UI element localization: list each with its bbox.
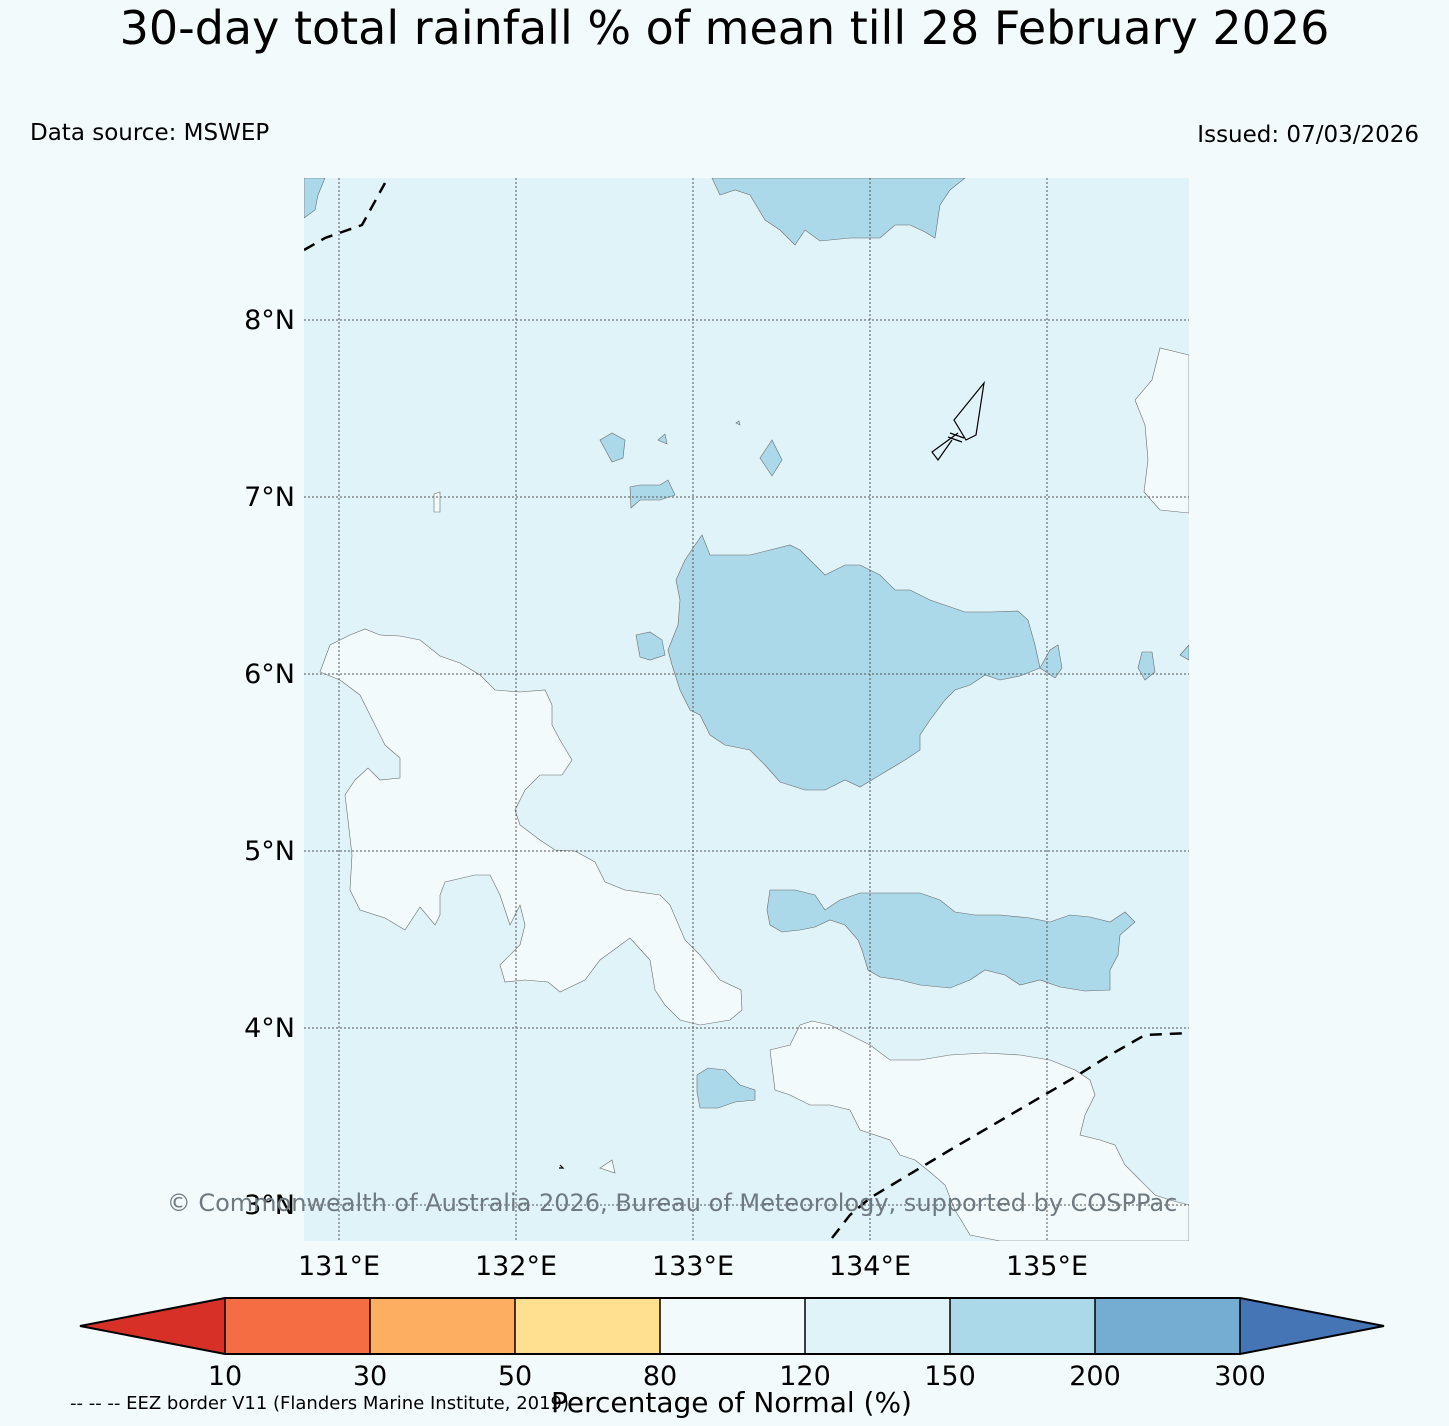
region-islet-e: [735, 420, 741, 426]
lat-label-3n: 3°N: [244, 1190, 295, 1221]
region-islet-j: [696, 1067, 756, 1109]
island-shape: [953, 380, 985, 441]
colorbar-title: Percentage of Normal (%): [551, 1386, 912, 1419]
region-southeast-normal: [769, 1020, 1189, 1241]
colorbar-segment-30-50: [370, 1298, 515, 1354]
lat-label-4n: 4°N: [244, 1013, 295, 1044]
lon-label-131e: 131°E: [298, 1251, 380, 1282]
colorbar-segment-below-10: [80, 1298, 225, 1354]
lat-label-8n: 8°N: [244, 305, 295, 336]
above-normal-rainfall-regions: [304, 178, 1189, 1109]
colorbar-tick-30: 30: [353, 1361, 387, 1392]
graticule: [304, 178, 1189, 1241]
region-east-normal: [1134, 347, 1189, 514]
colorbar-segment-above-300: [1240, 1298, 1384, 1354]
lon-label-135e: 135°E: [1006, 1251, 1088, 1282]
lat-label-6n: 6°N: [244, 659, 295, 690]
region-islet-d: [759, 439, 783, 477]
map-panel: [304, 178, 1189, 1241]
colorbar-segment-10-30: [225, 1298, 370, 1354]
island-outline: [559, 380, 985, 1169]
colorbar-segment-120-150: [805, 1298, 950, 1354]
colorbar-tick-300: 300: [1214, 1361, 1266, 1392]
colorbar-tick-80: 80: [643, 1361, 677, 1392]
region-small-islet-1: [433, 491, 441, 513]
map-title: 30-day total rainfall % of mean till 28 …: [119, 1, 1330, 55]
region-north-above: [711, 178, 966, 246]
eez-borders: [304, 182, 1189, 1239]
colorbar-segment-50-80: [515, 1298, 660, 1354]
lon-label-132e: 132°E: [475, 1251, 557, 1282]
island-shape-tail: [931, 432, 965, 462]
region-central-above: [667, 534, 1041, 791]
lon-label-133e: 133°E: [652, 1251, 734, 1282]
region-islet-f: [635, 631, 666, 661]
eez-border-north: [304, 182, 387, 252]
colorbar-tick-50: 50: [498, 1361, 532, 1392]
lon-label-134e: 134°E: [829, 1251, 911, 1282]
region-band-above: [766, 889, 1136, 992]
colorbar-dividers: [224, 1298, 1241, 1354]
region-islet-c: [629, 479, 676, 509]
lat-label-7n: 7°N: [244, 482, 295, 513]
colorbar-tick-150: 150: [924, 1361, 976, 1392]
island-dot: [559, 1164, 565, 1169]
region-islet-a: [599, 432, 626, 463]
region-islet-i: [1179, 644, 1189, 661]
region-islet-h: [1137, 651, 1156, 681]
eez-border-south: [831, 1031, 1189, 1239]
colorbar-segment-200-300: [1095, 1298, 1240, 1354]
issued-date-label: Issued: 07/03/2026: [1197, 122, 1419, 148]
region-west-normal: [319, 628, 743, 1026]
region-northwest-corner: [304, 178, 326, 219]
region-small-islet-2: [599, 1159, 616, 1174]
lat-label-5n: 5°N: [244, 836, 295, 867]
colorbar: 10 30 50 80 120 150 200 300: [79, 1297, 1385, 1392]
colorbar-tick-200: 200: [1069, 1361, 1121, 1392]
copyright-credit: © Commonwealth of Australia 2026, Bureau…: [167, 1189, 1178, 1217]
region-islet-g: [1039, 644, 1063, 679]
data-source-label: Data source: MSWEP: [30, 120, 270, 146]
eez-border-legend: -- -- -- EEZ border V11 (Flanders Marine…: [70, 1393, 570, 1414]
colorbar-tick-10: 10: [208, 1361, 242, 1392]
normal-rainfall-regions: [319, 347, 1189, 1241]
colorbar-segment-150-200: [950, 1298, 1095, 1354]
colorbar-tick-120: 120: [779, 1361, 831, 1392]
region-islet-b: [657, 433, 668, 445]
colorbar-segment-80-120: [660, 1298, 805, 1354]
